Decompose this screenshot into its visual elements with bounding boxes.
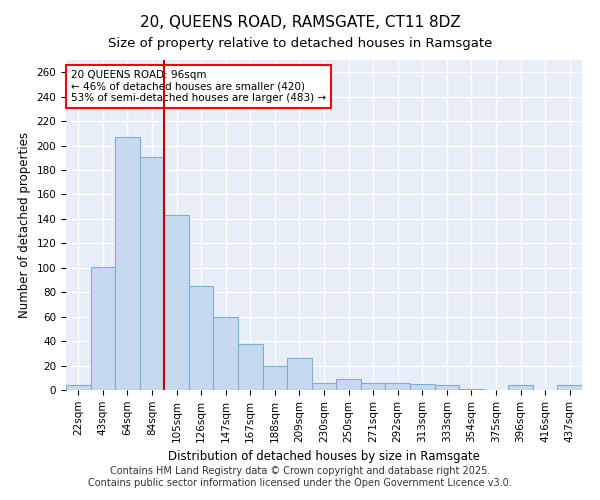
Bar: [508, 385, 533, 390]
Bar: [287, 358, 312, 390]
Bar: [115, 137, 140, 390]
Bar: [189, 286, 214, 390]
Bar: [91, 266, 115, 390]
Y-axis label: Number of detached properties: Number of detached properties: [18, 132, 31, 318]
Bar: [459, 389, 484, 390]
Bar: [410, 384, 434, 390]
Bar: [238, 344, 263, 390]
Bar: [557, 385, 582, 390]
Text: 20 QUEENS ROAD: 96sqm
← 46% of detached houses are smaller (420)
53% of semi-det: 20 QUEENS ROAD: 96sqm ← 46% of detached …: [71, 70, 326, 103]
Bar: [385, 382, 410, 390]
Bar: [164, 215, 189, 390]
Bar: [66, 385, 91, 390]
Bar: [140, 156, 164, 390]
Text: 20, QUEENS ROAD, RAMSGATE, CT11 8DZ: 20, QUEENS ROAD, RAMSGATE, CT11 8DZ: [140, 15, 460, 30]
Text: Contains HM Land Registry data © Crown copyright and database right 2025.
Contai: Contains HM Land Registry data © Crown c…: [88, 466, 512, 487]
X-axis label: Distribution of detached houses by size in Ramsgate: Distribution of detached houses by size …: [168, 450, 480, 463]
Bar: [361, 382, 385, 390]
Bar: [336, 379, 361, 390]
Text: Size of property relative to detached houses in Ramsgate: Size of property relative to detached ho…: [108, 38, 492, 51]
Bar: [434, 385, 459, 390]
Bar: [263, 366, 287, 390]
Bar: [312, 382, 336, 390]
Bar: [214, 316, 238, 390]
